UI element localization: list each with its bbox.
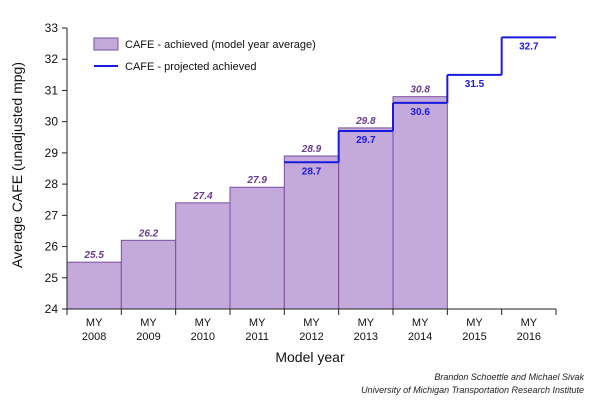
x-tick-label-prefix: MY [303, 317, 320, 329]
legend-achieved-swatch [93, 37, 119, 51]
x-ticks: MY 2008 MY 2009 MY 2010 MY 2011 MY 2012 MY 2013 MY 20… [66, 309, 557, 343]
label-achieved-2008: 25.5 [83, 250, 104, 261]
y-tick-label: 32 [45, 52, 59, 66]
label-achieved-2009: 26.2 [138, 228, 159, 239]
bar-achieved-2011 [229, 186, 285, 310]
x-tick-label-year: 2016 [517, 331, 541, 343]
y-tick-label: 31 [45, 83, 59, 97]
legend-achieved-label: CAFE - achieved (model year average) [125, 39, 316, 51]
x-tick-label-year: 2011 [245, 331, 269, 343]
label-projected-2013: 29.7 [356, 135, 376, 146]
y-tick-label: 24 [45, 302, 59, 316]
y-tick-label: 30 [45, 115, 59, 129]
label-achieved-2012: 28.9 [301, 144, 322, 155]
label-projected-2014: 30.6 [410, 107, 430, 118]
y-tick-label: 33 [45, 21, 59, 35]
x-tick-label-year: 2010 [191, 331, 215, 343]
y-tick-label: 26 [45, 240, 59, 254]
x-tick-label-prefix: MY [249, 317, 266, 329]
x-tick-label-prefix: MY [195, 317, 212, 329]
data-labels: 25.5 26.2 27.4 27.9 28.9 29.8 30.8 28.7 29.7 30.6… [83, 41, 539, 261]
x-tick-label-prefix: MY [521, 317, 538, 329]
x-tick-label-prefix: MY [140, 317, 157, 329]
legend: CAFE - achieved (model year average) CAF… [93, 37, 316, 73]
bar-achieved-2010 [175, 202, 231, 310]
credit-authors: Brandon Schoettle and Michael Sivak [434, 372, 584, 382]
bar-achieved-2012 [283, 155, 340, 310]
label-achieved-2010: 27.4 [192, 191, 213, 202]
x-tick-label-year: 2009 [136, 331, 160, 343]
x-tick-label-year: 2008 [82, 331, 106, 343]
bar-achieved-2013 [338, 127, 394, 310]
label-projected-2016: 32.7 [519, 41, 539, 52]
x-tick-label-prefix: MY [466, 317, 483, 329]
bar-achieved-2009 [120, 239, 177, 310]
x-tick-label-year: 2012 [299, 331, 323, 343]
x-tick-label-prefix: MY [358, 317, 375, 329]
x-tick-label-prefix: MY [412, 317, 429, 329]
label-projected-2012: 28.7 [302, 166, 322, 177]
credit-institute: University of Michigan Transportation Re… [361, 385, 584, 395]
label-achieved-2014: 30.8 [410, 85, 430, 96]
bar-achieved-2014 [392, 96, 448, 310]
y-tick-label: 25 [45, 271, 59, 285]
bar-achieved-2008 [66, 261, 122, 310]
label-achieved-2011: 27.9 [246, 175, 267, 186]
legend-projected-label: CAFE - projected achieved [125, 61, 256, 73]
y-ticks: 24 25 26 27 28 29 30 31 32 33 [45, 21, 67, 316]
x-tick-label-year: 2014 [408, 331, 432, 343]
y-tick-label: 28 [45, 177, 59, 191]
x-tick-label-year: 2015 [462, 331, 486, 343]
label-achieved-2013: 29.8 [355, 116, 376, 127]
x-tick-label-year: 2013 [354, 331, 378, 343]
x-axis-title: Model year [275, 349, 345, 365]
label-projected-2015: 31.5 [465, 79, 485, 90]
achieved-bars [66, 96, 448, 310]
y-tick-label: 27 [45, 208, 59, 222]
y-axis-title: Average CAFE (unadjusted mpg) [9, 62, 25, 268]
y-tick-label: 29 [45, 146, 59, 160]
x-tick-label-prefix: MY [86, 317, 103, 329]
projected-steps [284, 36, 556, 164]
axes [66, 28, 556, 310]
